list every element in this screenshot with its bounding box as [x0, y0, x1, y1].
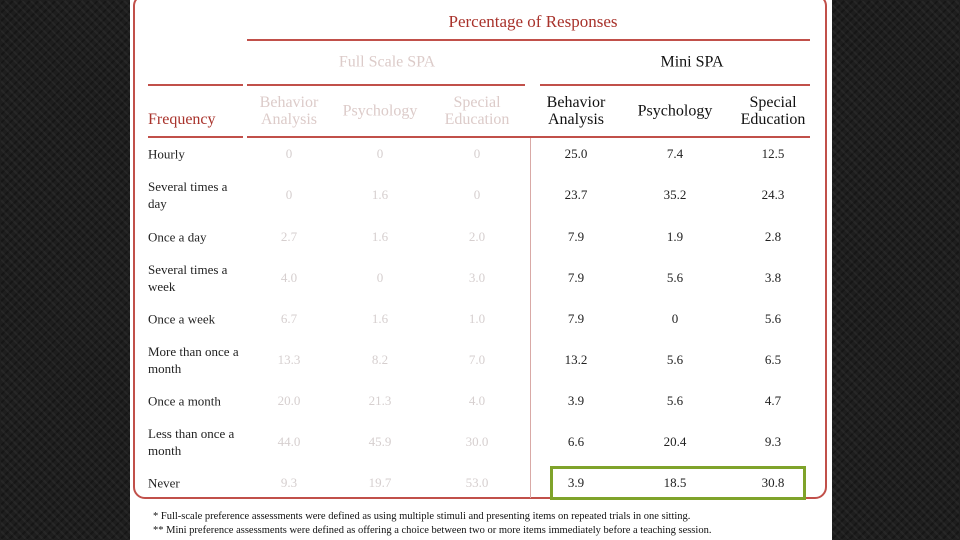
rule	[247, 39, 810, 41]
cell: 0	[473, 187, 481, 203]
highlight-box	[550, 466, 806, 500]
cell: 6.6	[567, 434, 585, 450]
cell: 3.9	[567, 475, 585, 491]
row-label: Several times a day	[148, 179, 228, 211]
cell: 5.6	[666, 352, 684, 368]
cell: 1.6	[371, 311, 389, 327]
cell: 7.9	[567, 229, 585, 245]
cell: 45.9	[368, 434, 392, 450]
cell: 4.0	[468, 393, 486, 409]
cell: 0	[671, 311, 679, 327]
cell: 7.9	[567, 311, 585, 327]
rule	[148, 136, 243, 138]
cell: 0	[473, 146, 481, 162]
group-header: Full Scale SPA	[338, 53, 436, 71]
cell: 0	[376, 270, 384, 286]
cell: 6.5	[764, 352, 782, 368]
column-header: Special Education	[444, 94, 510, 128]
cell: 44.0	[277, 434, 301, 450]
column-header: Special Education	[740, 94, 806, 128]
row-label: Once a day	[148, 229, 207, 245]
row-label: Once a month	[148, 393, 221, 409]
cell: 1.0	[468, 311, 486, 327]
group-header: Mini SPA	[660, 53, 724, 71]
column-header: Behavior Analysis	[259, 94, 319, 128]
cell: 25.0	[564, 146, 588, 162]
cell: 0	[376, 146, 384, 162]
cell: 4.7	[764, 393, 782, 409]
rule	[247, 136, 810, 138]
cell: 53.0	[465, 475, 489, 491]
cell: 5.6	[666, 393, 684, 409]
panel	[130, 0, 832, 540]
cell: 3.8	[764, 270, 782, 286]
cell: 23.7	[564, 187, 588, 203]
cell: 7.0	[468, 352, 486, 368]
row-label: More than once a month	[148, 344, 239, 376]
row-label: Less than once a month	[148, 426, 235, 458]
cell: 0	[285, 146, 293, 162]
cell: 1.6	[371, 187, 389, 203]
row-label: Never	[148, 475, 180, 491]
column-header: Psychology	[342, 102, 418, 120]
cell: 0	[285, 187, 293, 203]
cell: 6.7	[280, 311, 298, 327]
table-frame	[133, 0, 827, 499]
rule	[540, 84, 810, 86]
row-label: Hourly	[148, 146, 185, 162]
column-header: Psychology	[637, 102, 713, 120]
cell: 2.8	[764, 229, 782, 245]
row-label: Once a week	[148, 311, 216, 327]
cell: 5.6	[666, 270, 684, 286]
cell: 19.7	[368, 475, 392, 491]
cell: 20.0	[277, 393, 301, 409]
cell: 5.6	[764, 311, 782, 327]
cell: 12.5	[761, 146, 785, 162]
cell: 18.5	[663, 475, 687, 491]
rule	[247, 84, 525, 86]
footnote: * Full-scale preference assessments were…	[153, 511, 691, 522]
cell: 30.0	[465, 434, 489, 450]
cell: 30.8	[761, 475, 785, 491]
footnote: ** Mini preference assessments were defi…	[153, 525, 712, 536]
row-label: Several times a week	[148, 262, 228, 294]
cell: 20.4	[663, 434, 687, 450]
cell: 8.2	[371, 352, 389, 368]
cell: 2.7	[280, 229, 298, 245]
cell: 21.3	[368, 393, 392, 409]
cell: 7.9	[567, 270, 585, 286]
table-title: Percentage of Responses	[448, 12, 618, 32]
cell: 13.2	[564, 352, 588, 368]
cell: 13.3	[277, 352, 301, 368]
cell: 2.0	[468, 229, 486, 245]
row-header: Frequency	[148, 111, 216, 128]
cell: 9.3	[280, 475, 298, 491]
cell: 3.9	[567, 393, 585, 409]
cell: 24.3	[761, 187, 785, 203]
cell: 7.4	[666, 146, 684, 162]
cell: 1.9	[666, 229, 684, 245]
rule	[148, 84, 243, 86]
cell: 35.2	[663, 187, 687, 203]
cell: 3.0	[468, 270, 486, 286]
cell: 9.3	[764, 434, 782, 450]
cell: 4.0	[280, 270, 298, 286]
divider	[530, 138, 531, 498]
cell: 1.6	[371, 229, 389, 245]
column-header: Behavior Analysis	[546, 94, 606, 128]
